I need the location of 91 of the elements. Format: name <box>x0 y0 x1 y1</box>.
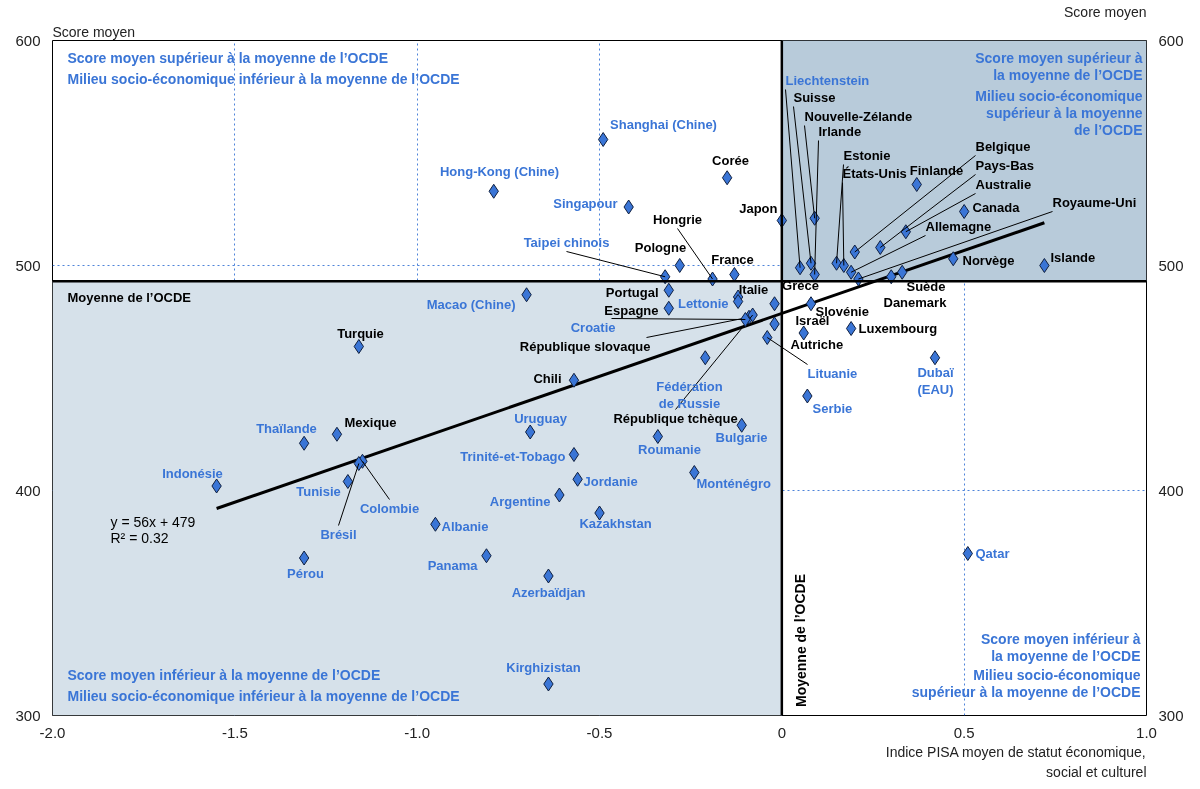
data-label: Shanghai (Chine) <box>610 117 717 132</box>
data-label: Portugal <box>605 285 659 300</box>
data-label: Espagne <box>604 303 659 318</box>
data-label: États-Unis <box>842 166 907 181</box>
data-label: Argentine <box>489 494 551 509</box>
data-label: Suisse <box>793 90 836 105</box>
data-label: Singapour <box>553 196 618 211</box>
data-label: Macao (Chine) <box>426 297 516 312</box>
annotation: Score moyen supérieur à la moyenne de l’OCDE <box>67 49 389 66</box>
data-label: Indonésie <box>162 466 223 481</box>
y-tick-label: 600 <box>15 31 41 49</box>
x-tick-label: -1.5 <box>221 723 248 741</box>
y2-tick-label: 600 <box>1158 31 1184 49</box>
data-label: Nouvelle-Zélande <box>804 109 913 124</box>
x-axis-title: Indice PISA moyen de statut économique, social et culturel <box>885 743 1147 780</box>
data-label: Corée <box>712 153 749 168</box>
data-label: Roumanie <box>638 442 701 457</box>
data-label: Trinité-et-Tobago <box>460 449 566 464</box>
annotation: Milieu socio-économique supérieur à la moyenne de l’OCDE <box>911 666 1141 700</box>
annotation: Score moyen inférieur à la moyenne de l’OCDE <box>981 630 1141 664</box>
data-label: Monténégro <box>696 476 771 491</box>
x-tick-label: 0.5 <box>953 723 975 741</box>
y2-tick-label: 400 <box>1158 481 1184 499</box>
data-label: Pays-Bas <box>975 158 1035 173</box>
data-label: Kazakhstan <box>579 516 652 531</box>
data-label: Kirghizistan <box>506 660 581 675</box>
data-label: Autriche <box>790 337 844 352</box>
data-label: Suède <box>906 279 946 294</box>
data-label: Belgique <box>975 139 1031 154</box>
annotation: Score moyen inférieur à la moyenne de l’OCDE <box>67 666 381 683</box>
data-label: Danemark <box>883 295 948 310</box>
annotation: Score moyen supérieur à la moyenne de l’OCDE <box>975 49 1143 83</box>
data-label: Hongrie <box>652 212 703 227</box>
data-label: Pérou <box>287 566 324 581</box>
data-label: Estonie <box>843 148 891 163</box>
y-tick-label: 500 <box>15 256 41 274</box>
data-label: Panama <box>427 558 479 573</box>
data-label: Lettonie <box>677 296 729 311</box>
data-label: Japon <box>739 201 778 216</box>
ref-line-label: Moyenne de l’OCDE <box>67 290 192 305</box>
data-label: Norvège <box>962 253 1015 268</box>
x-tick-label: 0 <box>777 723 787 741</box>
y2-tick-label: 300 <box>1158 706 1184 724</box>
annotation: Milieu socio-économique inférieur à la moyenne de l’OCDE <box>67 70 460 87</box>
data-label: Turquie <box>337 326 384 341</box>
data-label: Jordanie <box>583 474 638 489</box>
data-label: Bulgarie <box>715 430 768 445</box>
annotation: y = 56x + 479 <box>110 513 196 530</box>
data-label: Uruguay <box>514 411 568 426</box>
data-label: République tchèque <box>613 411 738 426</box>
data-label: Luxembourg <box>858 321 938 336</box>
data-label: Azerbaïdjan <box>511 585 586 600</box>
annotation: Milieu socio-économique inférieur à la moyenne de l’OCDE <box>67 687 460 704</box>
data-label: Canada <box>972 200 1021 215</box>
x-tick-label: -2.0 <box>39 723 66 741</box>
x-tick-label: 1.0 <box>1136 723 1157 741</box>
data-label: Brésil <box>320 527 357 542</box>
data-label: Irlande <box>818 124 862 139</box>
data-label: Lituanie <box>807 366 858 381</box>
data-label: Taipei chinois <box>523 235 610 250</box>
y2-tick-label: 500 <box>1158 256 1184 274</box>
y-tick-label: 400 <box>15 481 41 499</box>
data-label: Grèce <box>782 278 819 293</box>
data-label: Royaume-Uni <box>1052 195 1137 210</box>
data-label: Colombie <box>359 501 420 516</box>
data-label: Mexique <box>344 415 397 430</box>
x-tick-label: -0.5 <box>586 723 613 741</box>
data-label: Allemagne <box>925 219 992 234</box>
data-label: Tunisie <box>296 484 341 499</box>
annotation: R² = 0.32 <box>110 529 169 546</box>
x-tick-label: -1.0 <box>404 723 431 741</box>
data-label: France <box>711 252 754 267</box>
data-label: Chili <box>533 371 562 386</box>
data-label: Islande <box>1050 250 1096 265</box>
data-label: Thaïlande <box>256 421 317 436</box>
data-label: Dubaï (EAU) <box>917 365 954 397</box>
data-label: Qatar <box>975 546 1010 561</box>
y2-axis-title: Score moyen <box>1064 3 1147 20</box>
data-label: Pologne <box>634 240 687 255</box>
annotation: Milieu socio-économique supérieur à la moyenne de l’OCDE <box>975 87 1143 138</box>
data-label: Australie <box>975 177 1032 192</box>
data-label: Italie <box>738 282 769 297</box>
data-label: Serbie <box>812 401 853 416</box>
data-label: République slovaque <box>519 339 651 354</box>
y-tick-label: 300 <box>15 706 41 724</box>
ref-line-label: Moyenne de l’OCDE <box>792 573 809 708</box>
data-label: Liechtenstein <box>785 73 870 88</box>
data-label: Albanie <box>441 519 489 534</box>
data-label: Croatie <box>570 320 616 335</box>
data-label: Hong-Kong (Chine) <box>439 164 560 179</box>
y-axis-title: Score moyen <box>52 23 135 40</box>
